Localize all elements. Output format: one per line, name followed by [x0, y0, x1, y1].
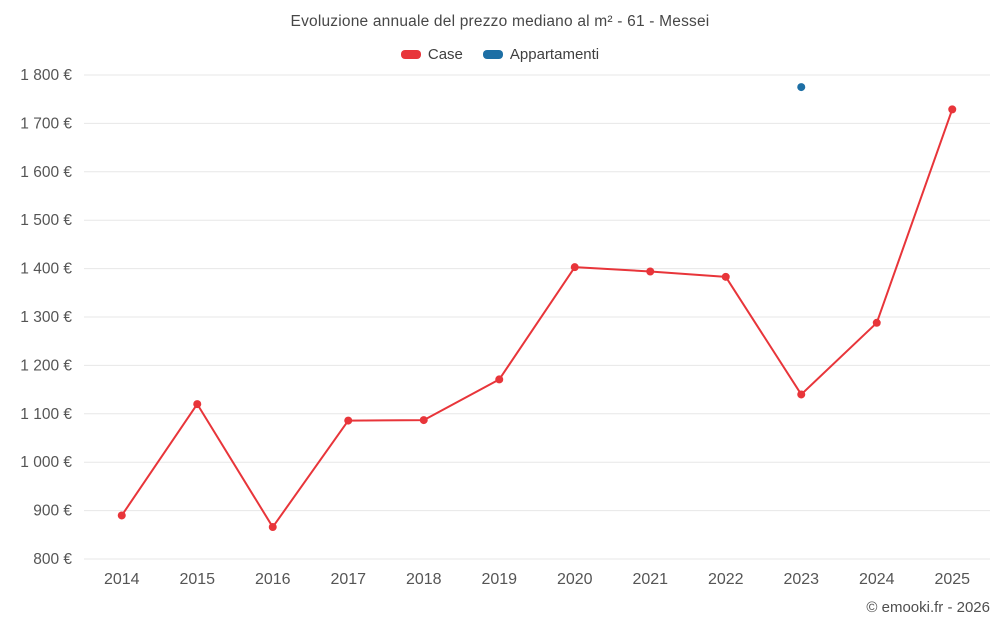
x-tick-label-2024: 2024 [859, 571, 895, 588]
x-tick-label-2020: 2020 [557, 571, 593, 588]
x-tick-label-2018: 2018 [406, 571, 442, 588]
case-point-2020[interactable] [570, 263, 579, 272]
case-point-2016[interactable] [268, 523, 277, 532]
case-point-2022[interactable] [721, 272, 730, 281]
appartamenti-point-2023[interactable] [797, 83, 806, 92]
case-point-2023[interactable] [797, 390, 806, 399]
y-tick-label: 1 600 € [20, 164, 72, 181]
y-tick-label: 1 500 € [20, 212, 72, 229]
legend-swatch-icon [482, 50, 503, 59]
y-tick-label: 1 000 € [20, 454, 72, 471]
case-point-2019[interactable] [495, 375, 504, 384]
case-point-2025[interactable] [948, 105, 957, 114]
y-tick-label: 1 300 € [20, 309, 72, 326]
case-point-2015[interactable] [193, 400, 202, 409]
x-tick-label-2023: 2023 [783, 571, 819, 588]
x-tick-label-2019: 2019 [481, 571, 517, 588]
legend-item-appartamenti[interactable]: Appartamenti [482, 46, 600, 63]
case-point-2018[interactable] [419, 416, 428, 425]
x-tick-label-2016: 2016 [255, 571, 291, 588]
x-tick-label-2021: 2021 [632, 571, 668, 588]
x-tick-label-2025: 2025 [934, 571, 970, 588]
y-tick-label: 800 € [33, 551, 72, 568]
case-point-2021[interactable] [646, 267, 655, 276]
x-tick-label-2014: 2014 [104, 571, 140, 588]
copyright-note: © emooki.fr - 2026 [866, 599, 990, 616]
case-point-2014[interactable] [117, 511, 126, 520]
x-tick-label-2022: 2022 [708, 571, 744, 588]
y-tick-label: 1 800 € [20, 67, 72, 84]
chart-title: Evoluzione annuale del prezzo mediano al… [290, 13, 710, 30]
x-tick-label-2017: 2017 [330, 571, 366, 588]
y-tick-label: 900 € [33, 503, 72, 520]
case-point-2017[interactable] [344, 416, 353, 425]
legend-label: Appartamenti [509, 46, 600, 63]
y-tick-label: 1 200 € [20, 357, 72, 374]
legend-swatch-icon [400, 50, 421, 59]
case-line [120, 109, 954, 529]
case-point-2024[interactable] [872, 318, 881, 327]
chart-legend: Case Appartamenti [0, 46, 1000, 63]
x-tick-label-2015: 2015 [179, 571, 215, 588]
y-tick-label: 1 700 € [20, 115, 72, 132]
y-tick-label: 1 100 € [20, 406, 72, 423]
y-tick-label: 1 400 € [20, 261, 72, 278]
legend-label: Case [427, 46, 463, 63]
legend-item-case[interactable]: Case [400, 46, 463, 63]
